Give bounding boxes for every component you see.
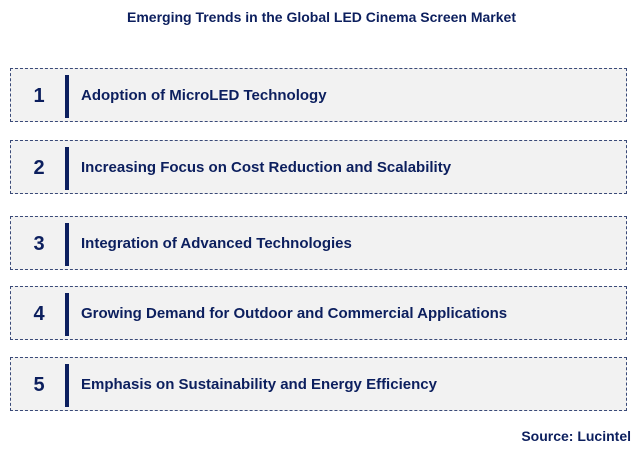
trend-item-2: 2 Increasing Focus on Cost Reduction and … bbox=[10, 140, 627, 194]
trend-item-1: 1 Adoption of MicroLED Technology bbox=[10, 68, 627, 122]
divider bbox=[65, 293, 69, 336]
trend-number: 3 bbox=[33, 233, 45, 255]
trend-item-4: 4 Growing Demand for Outdoor and Commerci… bbox=[10, 286, 627, 340]
trend-number: 5 bbox=[33, 374, 45, 396]
divider bbox=[65, 75, 69, 118]
trend-item-3: 3 Integration of Advanced Technologies bbox=[10, 216, 627, 270]
trend-number: 4 bbox=[33, 303, 45, 325]
trend-label: Integration of Advanced Technologies bbox=[81, 235, 352, 252]
divider bbox=[65, 147, 69, 190]
trend-label: Increasing Focus on Cost Reduction and S… bbox=[81, 159, 452, 176]
trend-label: Adoption of MicroLED Technology bbox=[81, 87, 327, 104]
divider bbox=[65, 223, 69, 266]
trend-number: 1 bbox=[33, 85, 45, 107]
diagram-title: Emerging Trends in the Global LED Cinema… bbox=[127, 9, 516, 25]
trend-number: 2 bbox=[33, 157, 45, 179]
trend-item-5: 5 Emphasis on Sustainability and Energy E… bbox=[10, 357, 627, 411]
source-label: Source: Lucintel bbox=[521, 428, 631, 444]
trend-label: Emphasis on Sustainability and Energy Ef… bbox=[81, 376, 437, 393]
trend-label: Growing Demand for Outdoor and Commercia… bbox=[81, 305, 508, 322]
divider bbox=[65, 364, 69, 407]
